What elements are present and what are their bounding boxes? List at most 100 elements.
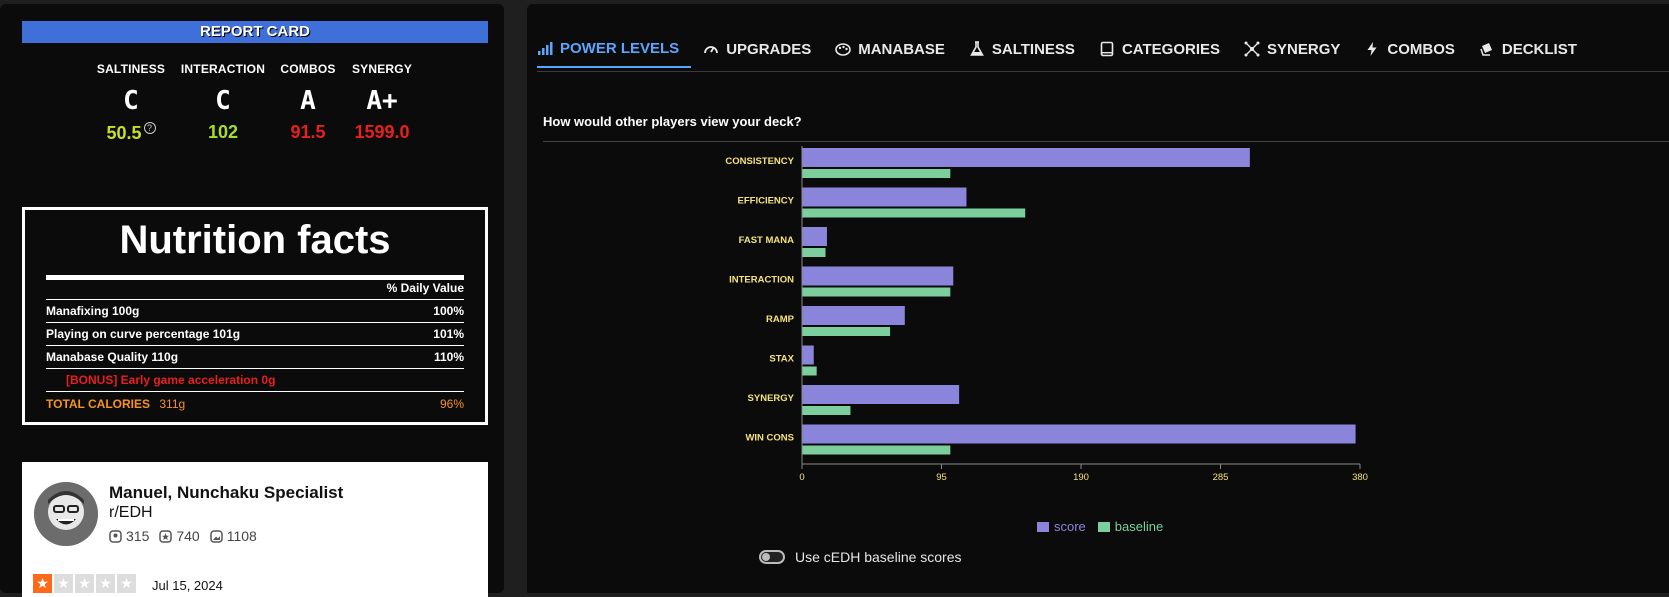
nutrition-row: Playing on curve percentage 101g 101%: [46, 323, 464, 345]
bar-baseline: [802, 445, 951, 455]
tab-combos[interactable]: COMBOS: [1364, 30, 1467, 68]
tab-decklist[interactable]: DECKLIST: [1479, 30, 1589, 68]
bar-baseline: [802, 287, 951, 297]
tab-categories[interactable]: CATEGORIES: [1099, 30, 1232, 68]
daily-value-header: % Daily Value: [46, 277, 464, 299]
tab-bar: POWER LEVELS UPGRADES MANABASE SALTINESS…: [537, 30, 1601, 78]
power-levels-chart: CONSISTENCY EFFICIENCY FAST MANA INTERACTIO…: [725, 146, 1368, 483]
stat-reviews: 315: [109, 528, 149, 544]
grade-score-value: 91.5: [290, 122, 326, 142]
category-label: STAX: [769, 354, 794, 365]
reviews-icon: [109, 529, 122, 543]
grade-label: COMBOS: [280, 62, 336, 76]
nutrition-facts: Nutrition facts % Daily Value Manafixing…: [22, 207, 488, 425]
toggle-label: Use cEDH baseline scores: [795, 549, 962, 565]
divider: [543, 141, 1669, 142]
tab-power-levels[interactable]: POWER LEVELS: [537, 30, 692, 68]
nutrition-row-value: 100%: [433, 304, 464, 318]
grade-score: 102: [178, 122, 268, 143]
legend-swatch: [1097, 521, 1110, 532]
grade-saltiness: SALTINESS C 50.5?: [86, 62, 176, 144]
bar-score: [802, 148, 1250, 167]
toggle-switch[interactable]: [759, 550, 785, 564]
tab-manabase[interactable]: MANABASE: [835, 30, 957, 68]
network-icon: [1244, 41, 1260, 57]
grade-combos: COMBOS A 91.5: [263, 62, 353, 143]
tab-label: COMBOS: [1387, 40, 1455, 58]
daily-value-label: % Daily Value: [386, 281, 464, 295]
tab-label: SYNERGY: [1267, 40, 1341, 58]
category-label: INTERACTION: [729, 275, 794, 286]
nutrition-title: Nutrition facts: [119, 218, 391, 262]
grade-label: SALTINESS: [96, 62, 166, 76]
bar-score: [802, 345, 814, 365]
reviewer-name[interactable]: Manuel, Nunchaku Specialist: [109, 483, 344, 502]
bar-baseline: [802, 327, 891, 336]
tab-label: SALTINESS: [991, 40, 1075, 58]
stat-value: 315: [126, 528, 150, 544]
stat-stars: 740: [159, 528, 200, 544]
x-tick-label: 380: [1352, 472, 1368, 483]
bar-baseline: [802, 406, 851, 415]
tab-label: UPGRADES: [726, 40, 812, 58]
tab-upgrades[interactable]: UPGRADES: [703, 30, 823, 68]
palette-icon: [835, 43, 852, 56]
grade-score-value: 50.5: [106, 123, 142, 143]
reviewer-subreddit[interactable]: r/EDH: [109, 504, 153, 521]
divider: [46, 368, 464, 369]
reviewer-stats: 315 740 1108: [109, 528, 257, 544]
avatar[interactable]: [34, 482, 98, 546]
legend-item-score[interactable]: score: [1037, 519, 1086, 534]
legend-label: score: [1054, 519, 1086, 534]
legend-swatch: [1037, 521, 1049, 532]
x-tick-label: 0: [799, 472, 804, 483]
tab-synergy[interactable]: SYNERGY: [1244, 30, 1352, 68]
chart-question: How would other players view your deck?: [543, 114, 802, 129]
bar-baseline: [802, 208, 1026, 218]
nutrition-bonus: [BONUS] Early game acceleration 0g: [66, 373, 276, 387]
star-icon: ★: [75, 574, 94, 593]
star-box-icon: [159, 529, 173, 543]
nutrition-row-label: Playing on curve percentage 101g: [46, 327, 241, 341]
tab-label: POWER LEVELS: [560, 39, 680, 57]
category-label: EFFICIENCY: [738, 196, 795, 207]
star-rating: ★ ★ ★ ★ ★: [33, 574, 136, 593]
stat-photos: 1108: [209, 528, 257, 544]
category-label: SYNERGY: [748, 393, 795, 404]
analysis-panel: POWER LEVELS UPGRADES MANABASE SALTINESS…: [527, 4, 1669, 593]
flask-icon: [970, 41, 984, 56]
grade-score-value: 102: [207, 122, 239, 142]
help-icon[interactable]: ?: [143, 122, 156, 134]
tab-saltiness[interactable]: SALTINESS: [969, 30, 1087, 68]
tab-divider: [537, 71, 1669, 72]
divider: [46, 322, 464, 323]
grade-letter: C: [215, 86, 231, 116]
grade-score-value: 1599.0: [354, 122, 410, 142]
chart-legend: score baseline: [1037, 519, 1163, 534]
tab-label: CATEGORIES: [1121, 40, 1221, 58]
tab-label: MANABASE: [858, 40, 945, 58]
nutrition-row-value: 110%: [433, 350, 464, 364]
bar-baseline: [802, 366, 817, 376]
cards-icon: [1480, 43, 1492, 56]
toggle-knob: [762, 553, 770, 561]
category-label: FAST MANA: [739, 235, 795, 246]
star-icon: ★: [33, 574, 52, 593]
grade-score: 91.5: [263, 122, 353, 143]
bar-score: [802, 306, 905, 325]
star-icon: ★: [96, 574, 115, 593]
nutrition-row-label: Manafixing 100g: [46, 304, 140, 318]
tab-label: DECKLIST: [1501, 40, 1577, 58]
divider: [46, 345, 464, 346]
nutrition-total: TOTAL CALORIES 311g 96%: [46, 393, 464, 415]
cedh-baseline-toggle[interactable]: Use cEDH baseline scores: [759, 549, 962, 565]
review-card: Manuel, Nunchaku Specialist r/EDH 315 74…: [22, 462, 488, 597]
star-icon: ★: [117, 574, 136, 593]
x-tick-label: 285: [1213, 472, 1229, 483]
report-panel: REPORT CARD SALTINESS C 50.5? INTERACTIO…: [0, 4, 504, 597]
total-label: TOTAL CALORIES: [46, 397, 151, 411]
legend-item-baseline[interactable]: baseline: [1097, 519, 1163, 534]
star-icon: ★: [54, 574, 73, 593]
x-tick-label: 95: [936, 472, 947, 483]
grade-label: INTERACTION: [180, 62, 266, 76]
